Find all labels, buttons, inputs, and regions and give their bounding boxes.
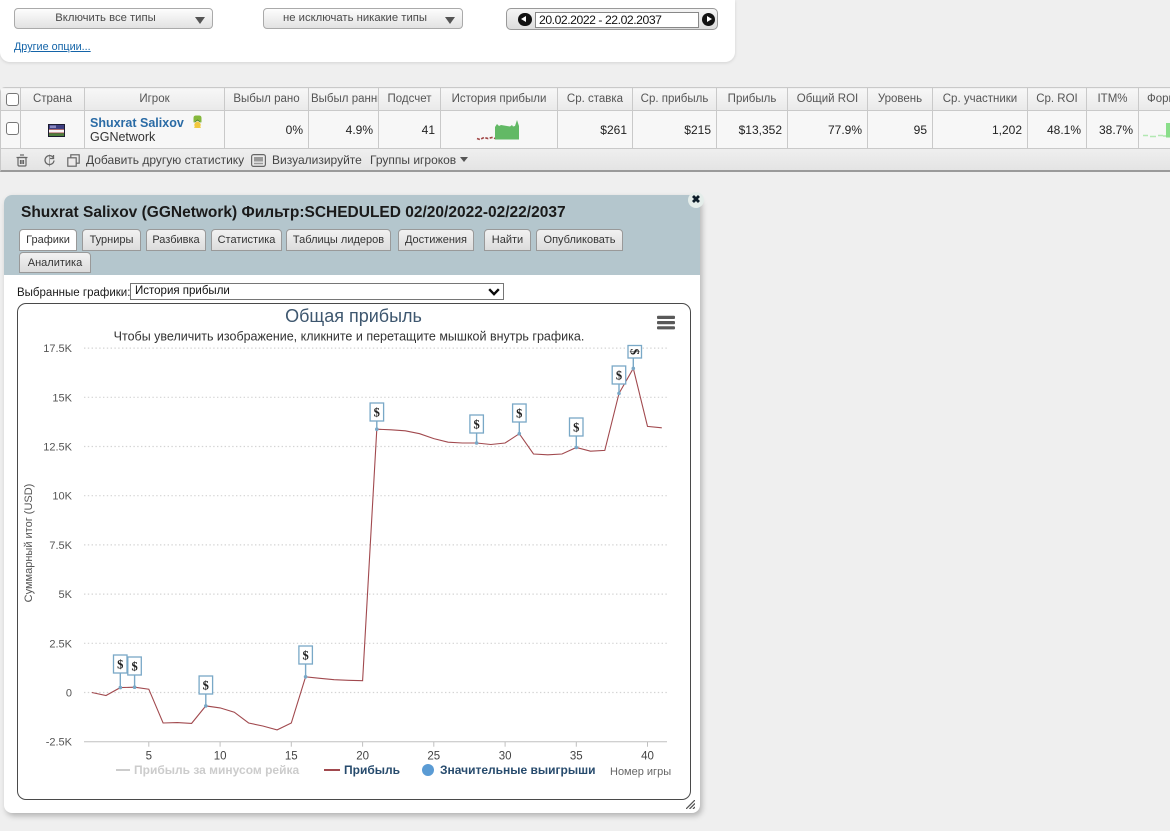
- svg-text:$: $: [302, 649, 308, 663]
- svg-text:25: 25: [427, 751, 440, 763]
- svg-text:17.5K: 17.5K: [43, 343, 72, 355]
- svg-text:$: $: [616, 369, 622, 383]
- svg-text:-2.5K: -2.5K: [46, 737, 73, 749]
- svg-text:10: 10: [214, 751, 227, 763]
- svg-text:30: 30: [499, 751, 512, 763]
- svg-text:$: $: [374, 406, 380, 420]
- svg-text:7.5K: 7.5K: [49, 540, 72, 552]
- svg-text:Прибыль: Прибыль: [344, 763, 400, 777]
- svg-text:Значительные выигрыши: Значительные выигрыши: [440, 763, 596, 777]
- svg-text:$: $: [117, 658, 123, 672]
- svg-text:Суммарный итог (USD): Суммарный итог (USD): [23, 484, 35, 603]
- svg-text:Номер игры: Номер игры: [610, 766, 671, 778]
- svg-text:$: $: [627, 349, 641, 355]
- svg-text:15: 15: [285, 751, 298, 763]
- svg-text:$: $: [516, 407, 522, 421]
- svg-text:20: 20: [356, 751, 369, 763]
- svg-text:$: $: [203, 679, 209, 693]
- svg-text:$: $: [131, 660, 137, 674]
- svg-text:Чтобы увеличить изображение, к: Чтобы увеличить изображение, кликните и …: [114, 330, 585, 344]
- svg-text:0: 0: [66, 688, 72, 700]
- svg-text:Общая прибыль: Общая прибыль: [285, 306, 422, 326]
- svg-text:Прибыль за минусом рейка: Прибыль за минусом рейка: [134, 763, 299, 777]
- svg-text:40: 40: [641, 751, 654, 763]
- svg-text:2.5K: 2.5K: [49, 638, 72, 650]
- svg-text:$: $: [573, 421, 579, 435]
- svg-text:5: 5: [146, 751, 152, 763]
- svg-text:$: $: [473, 418, 479, 432]
- svg-text:35: 35: [570, 751, 583, 763]
- svg-text:10K: 10K: [52, 491, 72, 503]
- svg-text:15K: 15K: [52, 392, 72, 404]
- svg-text:12.5K: 12.5K: [43, 442, 72, 454]
- svg-text:5K: 5K: [59, 589, 73, 601]
